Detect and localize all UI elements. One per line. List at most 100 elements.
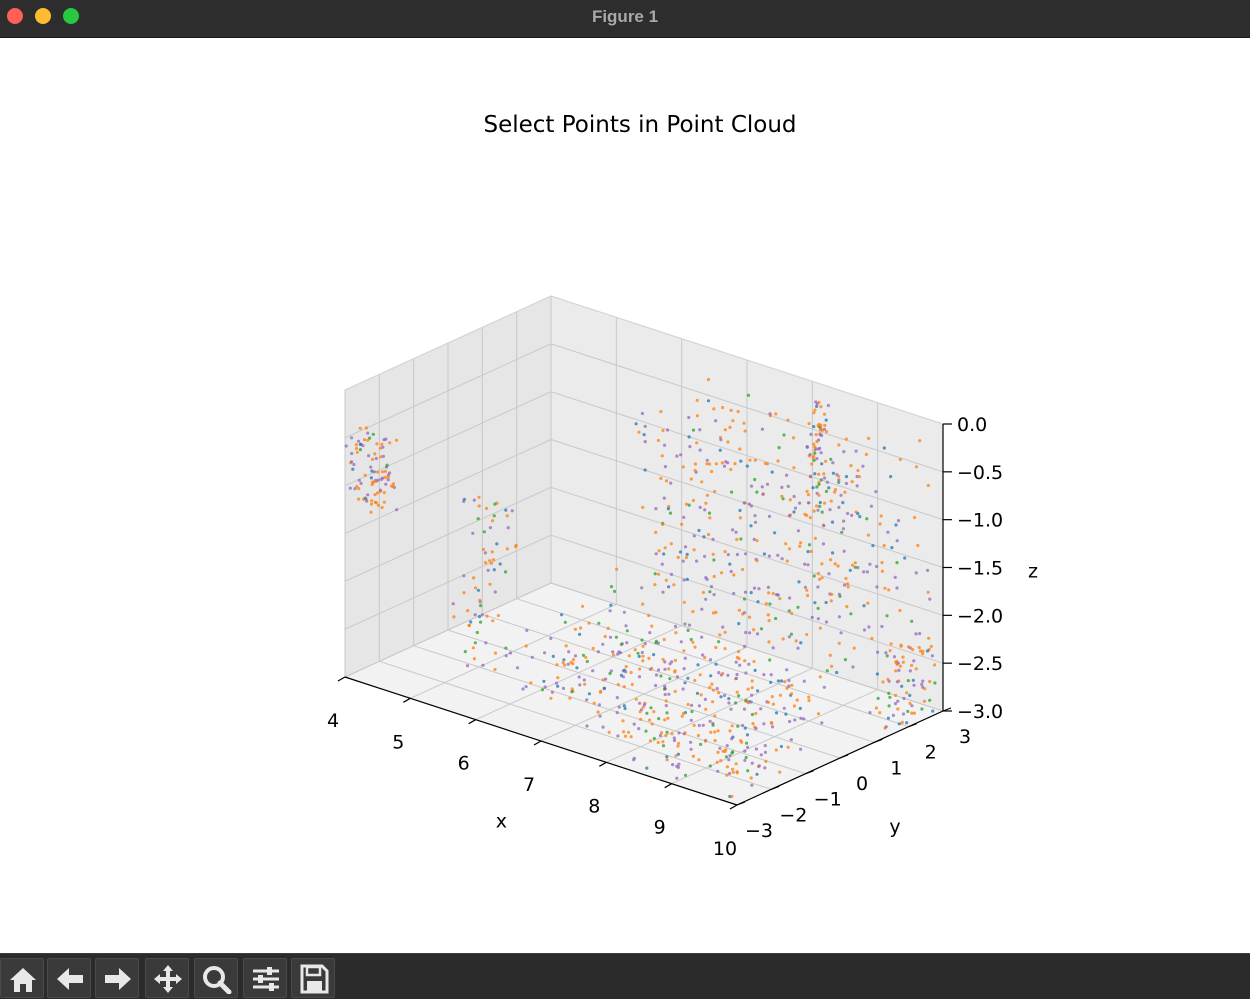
data-point — [471, 531, 475, 535]
configure-subplots-button[interactable] — [243, 958, 287, 998]
data-point — [654, 507, 658, 511]
data-point — [493, 651, 498, 655]
data-point — [367, 454, 371, 458]
data-point — [691, 610, 695, 614]
data-point — [384, 482, 388, 486]
data-point — [549, 636, 553, 641]
data-point — [647, 613, 651, 618]
data-point — [767, 591, 771, 595]
data-point — [812, 458, 816, 462]
save-button[interactable] — [291, 958, 335, 998]
data-point — [344, 444, 348, 448]
data-point — [831, 551, 835, 555]
data-point — [787, 635, 792, 639]
data-point — [828, 508, 832, 512]
home-button[interactable] — [0, 958, 44, 998]
data-point — [675, 764, 679, 768]
data-point — [645, 711, 649, 715]
back-button[interactable] — [47, 958, 91, 998]
data-point — [348, 486, 352, 490]
data-point — [926, 483, 930, 488]
data-point — [815, 504, 819, 508]
data-point — [869, 504, 874, 508]
z-axis-label: z — [1028, 561, 1038, 583]
data-point — [875, 564, 879, 569]
data-point — [642, 703, 647, 707]
data-point — [852, 646, 856, 650]
pan-button[interactable] — [145, 958, 189, 998]
data-point — [711, 700, 715, 704]
minimize-window-button[interactable] — [35, 8, 51, 24]
data-point — [656, 740, 660, 745]
data-point — [354, 443, 358, 447]
data-point — [673, 658, 678, 663]
data-point — [620, 642, 624, 646]
zoom-button[interactable] — [194, 958, 238, 998]
data-point — [704, 576, 708, 580]
maximize-window-button[interactable] — [63, 8, 79, 24]
data-point — [749, 484, 754, 488]
data-point — [636, 651, 640, 655]
data-point — [750, 693, 754, 697]
data-point — [692, 534, 696, 538]
data-point — [896, 519, 901, 523]
data-point — [842, 519, 846, 523]
data-point — [802, 679, 806, 683]
data-point — [819, 451, 823, 455]
data-point — [846, 585, 850, 589]
data-point — [623, 706, 627, 711]
data-point — [683, 545, 688, 549]
data-point — [485, 506, 489, 510]
data-point — [885, 614, 889, 618]
data-point — [763, 744, 767, 748]
data-point — [807, 422, 811, 426]
data-point — [816, 508, 820, 512]
data-point — [747, 662, 751, 666]
data-point — [882, 446, 886, 450]
x-tick — [337, 676, 346, 682]
data-point — [601, 725, 605, 729]
data-point — [796, 605, 800, 609]
data-point — [735, 655, 740, 660]
data-point — [815, 440, 819, 444]
data-point — [608, 609, 612, 613]
data-point — [911, 678, 915, 682]
data-point — [698, 428, 702, 432]
data-point — [718, 448, 722, 452]
x-tick — [403, 697, 411, 703]
data-point — [815, 491, 819, 495]
data-point — [845, 605, 849, 609]
data-point — [530, 655, 534, 659]
data-point — [666, 716, 670, 720]
data-point — [789, 632, 794, 636]
data-point — [900, 684, 904, 688]
data-point — [916, 543, 920, 548]
data-point — [725, 773, 729, 777]
data-point — [928, 597, 932, 601]
data-point — [824, 620, 829, 624]
data-point — [862, 604, 866, 608]
data-point — [382, 500, 386, 504]
x-tick-label: 4 — [327, 710, 339, 732]
data-point — [749, 591, 753, 595]
data-point — [774, 748, 778, 752]
data-point — [659, 731, 664, 735]
data-point — [704, 597, 708, 601]
data-point — [571, 662, 575, 666]
data-point — [364, 497, 368, 501]
data-point — [802, 717, 806, 721]
data-point — [701, 723, 705, 727]
forward-button[interactable] — [95, 958, 139, 998]
data-point — [647, 656, 651, 661]
data-point — [382, 491, 386, 495]
data-point — [622, 730, 626, 734]
data-point — [611, 653, 616, 657]
data-point — [652, 710, 656, 714]
point-cloud-3d-plot[interactable]: 4 5 6 7 8 9 10 −3 −2 −1 01 23 −3.0 −2.5 −2.0 −1.5 −1.0 −0… — [0, 38, 1250, 953]
data-point — [351, 467, 355, 471]
close-window-button[interactable] — [7, 8, 23, 24]
data-point — [622, 704, 626, 708]
data-point — [769, 721, 774, 725]
data-point — [640, 586, 644, 590]
data-point — [908, 669, 912, 673]
